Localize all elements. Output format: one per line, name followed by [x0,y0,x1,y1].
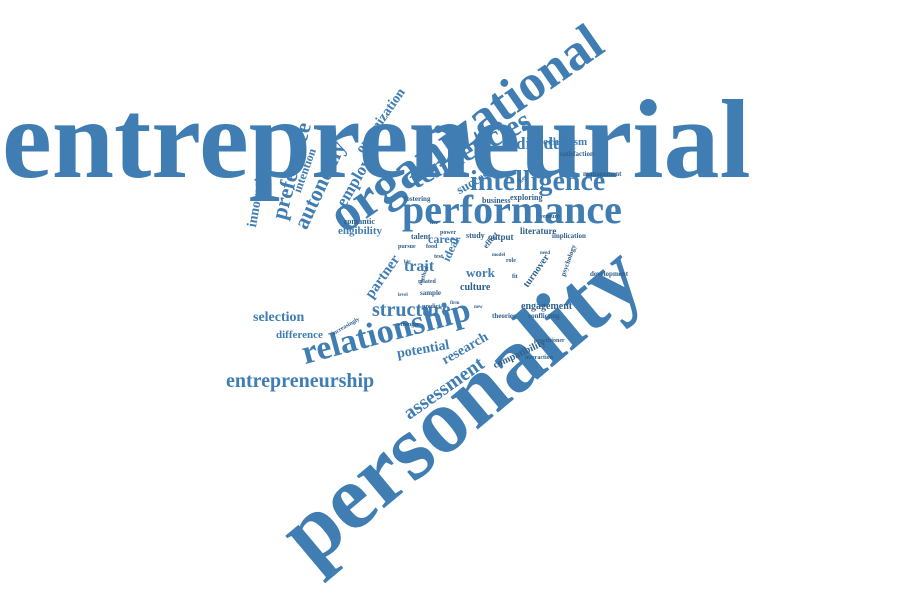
word-entrepreneurship: entrepreneurship [226,370,375,392]
word-performance: performance [402,187,622,232]
word-practitioner: practitioner [534,338,565,344]
word-big: big [404,260,411,265]
word-pursue: pursue [398,244,416,250]
word-intelligence: intelligence [470,166,606,197]
word-exploring: exploring [510,193,543,202]
word-talent: talent [411,232,431,241]
word-output: output [488,232,514,242]
word-development: development [590,270,629,278]
word-work: work [466,265,495,280]
word-business: business [482,196,511,205]
word-management: management [583,170,622,178]
word-role: role [506,258,516,264]
word-individual: individual [502,134,576,153]
word-engagement: engagement [521,301,573,312]
word-model: model [492,253,506,258]
word-difference: difference [276,329,323,341]
word-level: level [398,293,408,298]
word-literature: literature [520,226,557,236]
word-fostering: fostering [404,195,431,203]
word-new: new [474,305,483,310]
word-theories: theories [492,312,516,320]
word-implication: implication [552,232,586,240]
word-test: test [434,254,443,260]
word-entrepreneurial: entrepreneurial [2,78,751,202]
word-culture: culture [460,282,491,293]
word-career: career [428,232,461,246]
word-power: power [440,230,456,236]
word-study: study [466,231,485,240]
word-related: related [418,279,436,285]
word-interaction: interaction [525,355,553,361]
word-predict: predict [422,304,441,310]
word-conflicting: conflicting [528,312,560,320]
word-sample: sample [420,289,441,297]
word-five: five [430,221,438,226]
word-selection: selection [253,310,305,325]
word-venture: venture [540,214,560,220]
word-eligibility: eligibility [338,225,382,237]
word-need: need [540,251,550,256]
word-firm: firm [450,301,460,306]
word-satisfaction: satisfaction [560,150,594,158]
word-mechanism: mechanism [534,136,588,148]
word-personality: personality [258,223,662,585]
word-structure: structure [372,299,451,321]
word-food: food [426,244,438,250]
word-romantic: romantic [344,217,375,226]
word-stronger: stronger [398,322,420,328]
word-trait: trait [404,258,435,275]
word-fit: fit [512,274,518,280]
